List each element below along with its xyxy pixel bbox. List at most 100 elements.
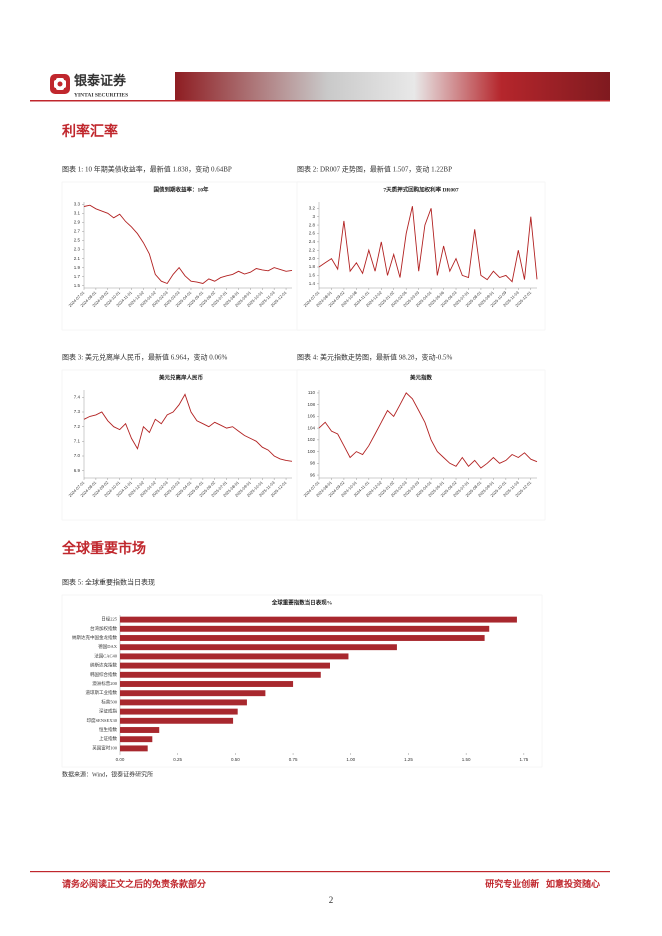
x-tick-label: 1.25 <box>404 757 413 762</box>
y-tick-label: 1.8 <box>309 264 316 269</box>
y-tick-label: 2.7 <box>74 229 81 234</box>
chart-caption: 图表 3: 美元兑离岸人民币，最新值 6.964，变动 0.06% <box>62 353 227 362</box>
chart-title: 美元兑离岸人民币 <box>159 373 204 381</box>
y-tick-label: 2.3 <box>74 247 81 252</box>
brand-en: YINTAI SECURITIES <box>74 92 128 98</box>
y-tick-label: 110 <box>308 390 316 395</box>
line-series <box>318 206 538 283</box>
x-tick-label: 1.75 <box>519 757 528 762</box>
bar <box>120 736 153 743</box>
y-tick-label: 2.1 <box>74 256 81 261</box>
disclaimer: 请务必阅读正文之后的免责条款部分 <box>62 878 206 889</box>
y-tick-label: 恒生指数 <box>99 726 117 733</box>
bar <box>120 635 485 641</box>
y-tick-label: 7.4 <box>74 395 81 400</box>
bar <box>120 699 247 706</box>
chart-title: 国债到期收益率：10年 <box>153 185 209 193</box>
y-tick-label: 3.3 <box>74 201 81 206</box>
y-tick-label: 道琼斯工业指数 <box>86 689 118 696</box>
chart-title: 全球重要指数当日表现% <box>271 598 333 606</box>
bar <box>120 653 349 660</box>
section-title: 全球重要市场 <box>61 540 146 557</box>
bar <box>120 671 321 678</box>
y-tick-label: 102 <box>307 437 315 442</box>
y-tick-label: 深证成指 <box>99 708 117 715</box>
y-tick-label: 标普500 <box>101 698 117 705</box>
y-tick-label: 1.4 <box>309 281 316 286</box>
y-tick-label: 108 <box>307 402 315 407</box>
y-tick-label: 1.9 <box>74 265 81 270</box>
chart-frame <box>296 369 546 521</box>
x-tick-label: 0.00 <box>116 757 125 762</box>
bar <box>120 717 234 724</box>
y-tick-label: 3.1 <box>74 211 81 216</box>
chart-frame <box>61 181 301 331</box>
bar <box>120 745 148 752</box>
y-tick-label: 韩国综合指数 <box>90 671 117 678</box>
line-series <box>83 204 293 285</box>
y-tick-label: 106 <box>307 414 315 419</box>
slogan: 研究专业创新 如意投资随心 <box>485 878 600 889</box>
y-tick-label: 3.2 <box>309 205 316 210</box>
y-tick-label: 98 <box>310 461 316 466</box>
y-tick-label: 104 <box>307 425 315 430</box>
y-tick-label: 台湾加权指数 <box>90 625 117 632</box>
brand: 银泰证券 <box>74 73 127 88</box>
page-number: 2 <box>329 895 334 905</box>
bar <box>120 681 294 687</box>
bar <box>120 644 397 651</box>
y-tick-label: 100 <box>307 449 315 454</box>
y-tick-label: 2.9 <box>74 220 81 225</box>
chart-frame <box>296 181 546 331</box>
x-tick-label: 0.25 <box>173 757 182 762</box>
y-tick-label: 7.2 <box>74 424 81 429</box>
y-tick-label: 纳斯达克指数 <box>90 662 117 669</box>
bar <box>120 690 266 697</box>
section-title: 利率汇率 <box>62 123 118 140</box>
x-tick-label: 0.50 <box>231 757 240 762</box>
chart-caption: 图表 4: 美元指数走势图，最新值 98.28，变动-0.5% <box>297 353 453 362</box>
line-series <box>83 393 293 462</box>
y-tick-label: 印度SENSEX30 <box>86 717 117 724</box>
chart-frame <box>61 369 301 521</box>
y-tick-label: 2.5 <box>74 238 81 243</box>
y-tick-label: 7.3 <box>74 409 81 414</box>
header-rule <box>30 100 610 102</box>
chart-title: 美元指数 <box>410 373 433 381</box>
y-tick-label: 1.5 <box>74 283 81 288</box>
x-tick-label: 0.75 <box>289 757 298 762</box>
y-tick-label: 德国DAX <box>98 643 117 650</box>
y-tick-label: 2.4 <box>309 239 316 244</box>
y-tick-label: 2.6 <box>309 231 316 236</box>
bar <box>120 616 517 623</box>
y-tick-label: 2.2 <box>309 247 316 252</box>
footer-rule <box>30 871 610 873</box>
y-tick-label: 96 <box>310 472 316 477</box>
bar <box>120 708 238 715</box>
y-tick-label: 上证指数 <box>99 735 117 742</box>
chart-caption: 图表 1: 10 年期美债收益率，最新值 1.838，变动 0.64BP <box>62 165 232 174</box>
chart-title: 7天质押式回购加权利率 DR007 <box>383 185 459 193</box>
chart-caption: 图表 2: DR007 走势图，最新值 1.507，变动 1.22BP <box>297 165 452 174</box>
y-tick-label: 7.0 <box>74 453 81 458</box>
logo <box>50 74 70 94</box>
x-tick-label: 1.00 <box>346 757 355 762</box>
y-tick-label: 7.1 <box>74 439 81 444</box>
y-tick-label: 2.8 <box>309 222 316 227</box>
chart-caption: 图表 5: 全球重要指数当日表现 <box>62 578 155 587</box>
bar <box>120 662 330 669</box>
bar <box>120 727 160 733</box>
y-tick-label: 法国CAC40 <box>94 652 118 659</box>
y-tick-label: 纳斯达克中国金龙指数 <box>72 634 117 641</box>
x-tick-label: 1.50 <box>462 757 471 762</box>
y-tick-label: 6.9 <box>74 468 81 473</box>
y-tick-label: 日经225 <box>101 616 117 623</box>
source: 数据来源：Wind，银泰证券研究所 <box>62 770 153 778</box>
line-series <box>318 392 538 469</box>
y-tick-label: 2.0 <box>309 256 316 261</box>
banner <box>175 72 610 100</box>
y-tick-label: 英国富时100 <box>92 744 117 751</box>
y-tick-label: 澳洲标普200 <box>92 680 117 687</box>
